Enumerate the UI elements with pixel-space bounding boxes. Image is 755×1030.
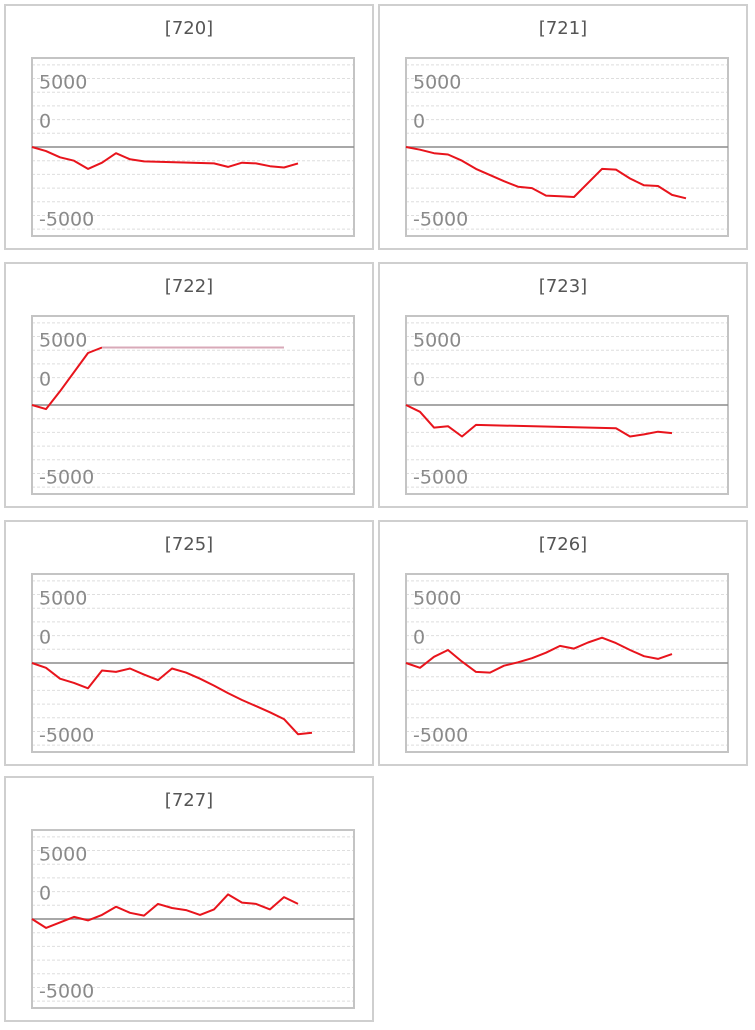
y-tick-label: 5000 (39, 72, 87, 94)
y-tick-label: 0 (413, 627, 425, 649)
y-tick-label: 5000 (39, 588, 87, 610)
series-line (405, 404, 673, 438)
chart-plot: 5000 0 -5000 (31, 315, 355, 495)
chart-panel: [723] 5000 0 -5000 (378, 262, 748, 508)
chart-plot: 5000 0 -5000 (405, 573, 729, 753)
chart-plot: 5000 0 -5000 (31, 829, 355, 1009)
series-line (405, 146, 687, 200)
series-line (31, 893, 299, 929)
chart-panel: [725] 5000 0 -5000 (4, 520, 374, 766)
y-tick-label: 0 (39, 627, 51, 649)
series-line (31, 146, 299, 170)
series-line (405, 636, 673, 674)
chart-plot: 5000 0 -5000 (31, 573, 355, 753)
chart-title: [727] (164, 790, 214, 811)
y-tick-label: 0 (39, 883, 51, 905)
chart-panel: [727] 5000 0 -5000 (4, 776, 374, 1022)
chart-panel: [720] 5000 0 -5000 (4, 4, 374, 250)
chart-panel: [722] 5000 0 -5000 (4, 262, 374, 508)
y-tick-label: -5000 (39, 208, 94, 230)
y-tick-label: 5000 (413, 330, 461, 352)
y-tick-label: 5000 (413, 588, 461, 610)
series-line (31, 662, 313, 736)
chart-panel: [721] 5000 0 -5000 (378, 4, 748, 250)
y-tick-label: 0 (39, 111, 51, 133)
y-tick-label: -5000 (413, 208, 468, 230)
y-tick-label: 5000 (39, 844, 87, 866)
y-tick-label: 0 (413, 369, 425, 391)
chart-plot: 5000 0 -5000 (405, 57, 729, 237)
chart-title: [723] (538, 276, 588, 297)
y-tick-label: 0 (413, 111, 425, 133)
chart-plot: 5000 0 -5000 (405, 315, 729, 495)
y-tick-label: 5000 (39, 330, 87, 352)
y-tick-label: -5000 (413, 466, 468, 488)
chart-panel: [726] 5000 0 -5000 (378, 520, 748, 766)
chart-title: [721] (538, 18, 588, 39)
y-tick-label: -5000 (413, 724, 468, 746)
y-tick-label: 0 (39, 369, 51, 391)
y-tick-label: -5000 (39, 980, 94, 1002)
chart-plot: 5000 0 -5000 (31, 57, 355, 237)
chart-title: [720] (164, 18, 214, 39)
chart-title: [722] (164, 276, 214, 297)
chart-title: [725] (164, 534, 214, 555)
series-line (31, 346, 103, 411)
y-tick-label: 5000 (413, 72, 461, 94)
chart-title: [726] (538, 534, 588, 555)
y-tick-label: -5000 (39, 724, 94, 746)
y-tick-label: -5000 (39, 466, 94, 488)
